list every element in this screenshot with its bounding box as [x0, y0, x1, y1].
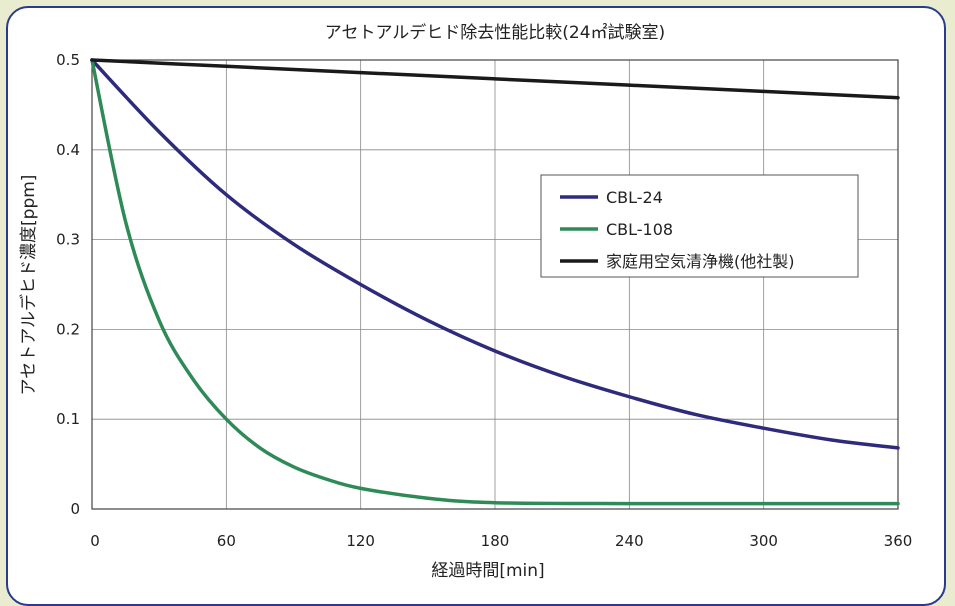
plot-area-border — [91, 59, 899, 510]
y-axis-title: アセトアルデヒド濃度[ppm] — [18, 175, 39, 396]
y-tick-labels: 0 0.1 0.2 0.3 0.4 0.5 — [56, 51, 80, 518]
legend-label-home-purifier: 家庭用空気清浄機(他社製) — [606, 252, 795, 271]
grid — [91, 59, 899, 510]
series-group — [90, 58, 900, 506]
series-line-cbl-108 — [90, 58, 900, 506]
x-tick-labels: 0 60 120 180 240 300 360 — [90, 532, 912, 550]
x-tick-label: 240 — [615, 532, 644, 550]
x-tick-label: 180 — [481, 532, 510, 550]
x-axis-title: 経過時間[min] — [431, 561, 544, 581]
chart-frame — [6, 6, 946, 606]
x-tick-label: 0 — [90, 532, 100, 550]
y-tick-label: 0.2 — [56, 320, 80, 338]
y-tick-label: 0.1 — [56, 410, 80, 428]
legend: CBL-24 CBL-108 家庭用空気清浄機(他社製) — [540, 174, 859, 278]
series-line-cbl-24 — [90, 58, 900, 450]
legend-label-cbl-24: CBL-24 — [606, 188, 663, 207]
x-tick-label: 120 — [346, 532, 375, 550]
y-tick-label: 0.4 — [56, 141, 80, 159]
y-tick-label: 0 — [70, 500, 80, 518]
series-line-home-purifier — [90, 58, 900, 100]
line-chart: アセトアルデヒド除去性能比較(24㎡試験室) 0 60 120 180 240 300 36… — [18, 22, 912, 581]
x-tick-label: 360 — [884, 532, 913, 550]
y-tick-label: 0.3 — [56, 231, 80, 249]
x-tick-label: 60 — [217, 532, 236, 550]
chart-title: アセトアルデヒド除去性能比較(24㎡試験室) — [325, 22, 665, 43]
y-tick-label: 0.5 — [56, 51, 80, 69]
legend-label-cbl-108: CBL-108 — [606, 220, 673, 239]
x-tick-label: 300 — [749, 532, 778, 550]
